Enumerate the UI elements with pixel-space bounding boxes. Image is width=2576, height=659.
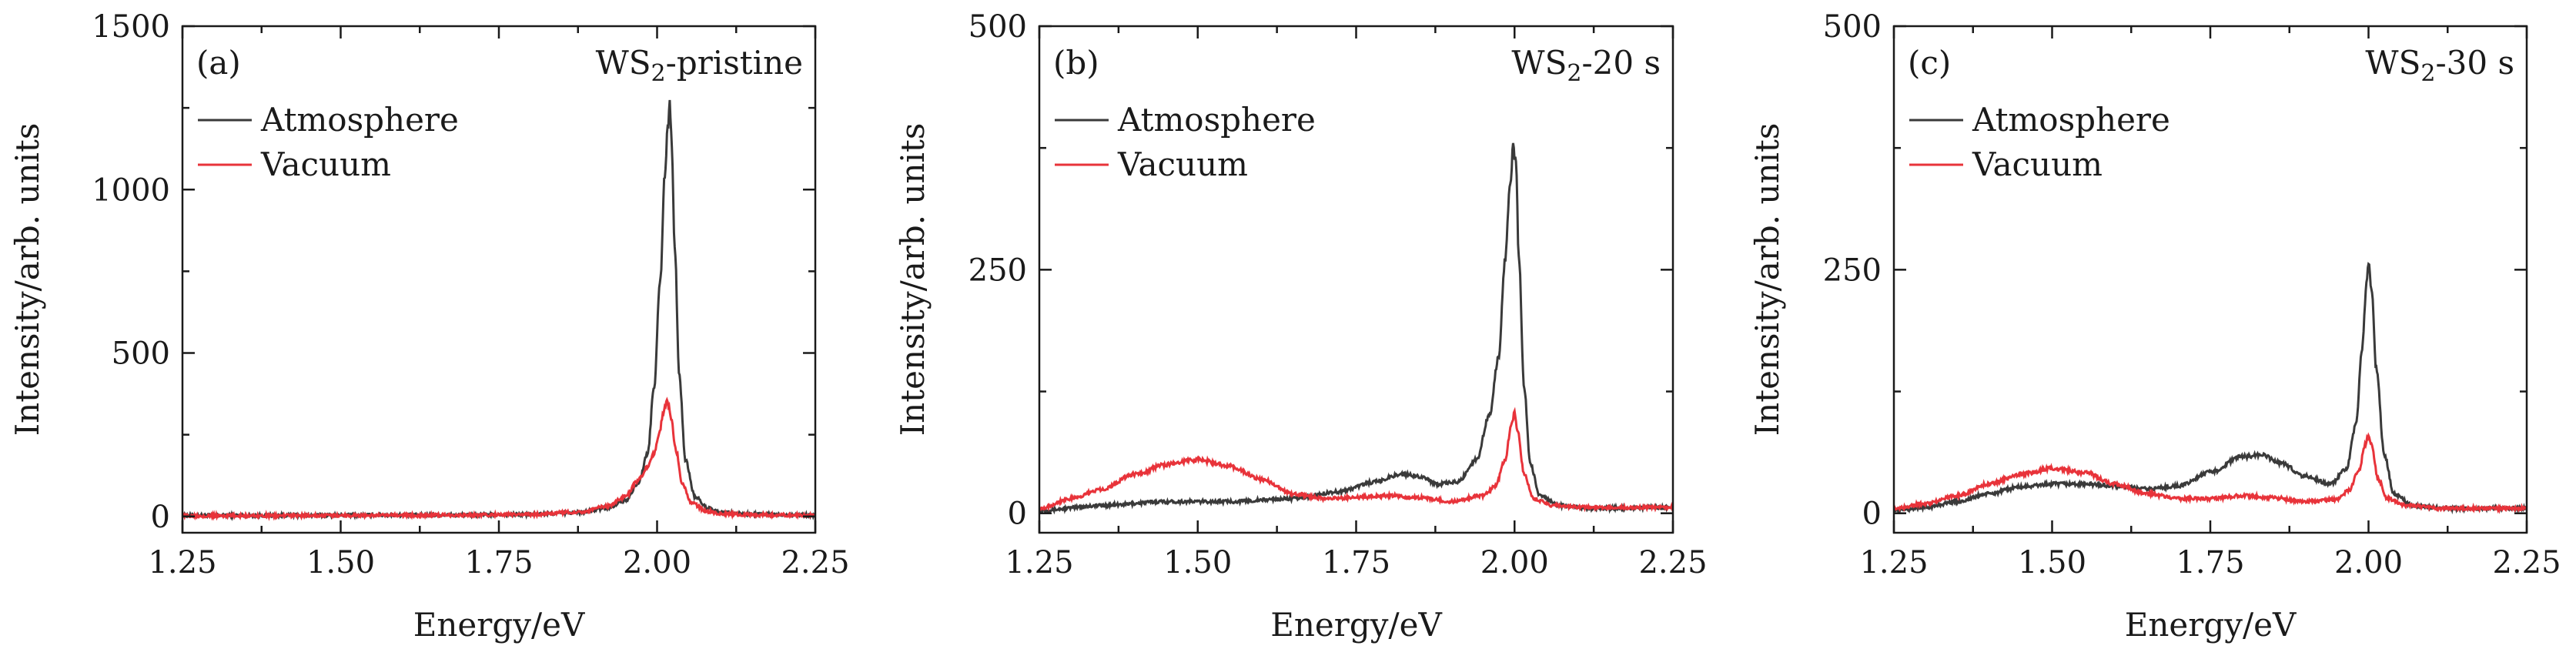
- panel-label: (a): [196, 44, 241, 82]
- sample-label-sub: 2: [2420, 60, 2435, 87]
- x-tick-label: 1.75: [464, 545, 533, 580]
- legend-label-atmosphere: Atmosphere: [260, 101, 459, 139]
- x-tick-label: 2.00: [1480, 545, 1549, 580]
- y-tick-label: 0: [151, 500, 170, 535]
- series-line-atmosphere: [1039, 142, 1673, 515]
- y-tick-label: 250: [969, 253, 1027, 288]
- panel-b: 1.25 1.50 1.75 2.00 2.25 0 250 500 Energy/eV Inte…: [894, 9, 1708, 644]
- x-tick-label: 1.75: [1322, 545, 1390, 580]
- sample-label-suffix: -20 s: [1581, 44, 1661, 82]
- x-tick-label: 2.25: [781, 545, 849, 580]
- legend-label-atmosphere: Atmosphere: [1117, 101, 1316, 139]
- x-tick-label: 2.25: [1638, 545, 1707, 580]
- x-tick-label: 2.25: [2492, 545, 2561, 580]
- sample-label-base: WS: [1511, 44, 1567, 82]
- y-tick-label: 1500: [92, 9, 170, 45]
- x-axis-label: Energy/eV: [2125, 606, 2297, 644]
- series-line-vacuum: [1894, 432, 2527, 514]
- y-tick-label: 250: [1823, 253, 1882, 288]
- legend-label-atmosphere: Atmosphere: [1972, 101, 2170, 139]
- sample-label-suffix: -pristine: [666, 44, 803, 82]
- x-axis-label: Energy/eV: [1270, 606, 1442, 644]
- panel-label: (c): [1908, 44, 1951, 82]
- y-tick-label: 500: [969, 9, 1027, 45]
- y-axis-label: Intensity/arb. units: [894, 123, 932, 437]
- series-line-vacuum: [1039, 406, 1673, 513]
- x-tick-label: 2.00: [623, 545, 691, 580]
- x-tick-label: 1.50: [2018, 545, 2086, 580]
- x-tick-label: 2.00: [2334, 545, 2403, 580]
- x-tick-label: 1.50: [1163, 545, 1232, 580]
- y-tick-label: 0: [1862, 497, 1882, 532]
- x-tick-label: 1.25: [1005, 545, 1073, 580]
- sample-label: WS2-30 s: [2365, 44, 2514, 87]
- legend-label-vacuum: Vacuum: [1117, 146, 1248, 183]
- y-tick-label: 500: [112, 336, 170, 372]
- sample-label-sub: 2: [651, 60, 666, 87]
- y-tick-label: 1000: [92, 172, 170, 208]
- y-axis-label: Intensity/arb. units: [1748, 123, 1786, 437]
- series-line-vacuum: [182, 396, 815, 522]
- panel-a: 1.25 1.50 1.75 2.00 2.25 0 500 1000 1500 Energy/e…: [8, 9, 850, 644]
- sample-label: WS2-20 s: [1511, 44, 1661, 87]
- x-tick-label: 1.50: [306, 545, 375, 580]
- y-axis-label: Intensity/arb. units: [8, 123, 46, 437]
- sample-label-base: WS: [2365, 44, 2420, 82]
- sample-label-sub: 2: [1567, 60, 1581, 87]
- sample-label-suffix: -30 s: [2435, 44, 2514, 82]
- x-tick-label: 1.25: [148, 545, 216, 580]
- panel-label: (b): [1053, 44, 1099, 82]
- x-tick-label: 1.75: [2176, 545, 2244, 580]
- series-line-atmosphere: [1894, 262, 2527, 515]
- sample-label: WS2-pristine: [596, 44, 803, 87]
- y-tick-label: 0: [1008, 497, 1027, 532]
- legend-label-vacuum: Vacuum: [260, 146, 391, 183]
- sample-label-base: WS: [596, 44, 651, 82]
- x-axis-label: Energy/eV: [413, 606, 585, 644]
- panel-c: 1.25 1.50 1.75 2.00 2.25 0 250 500 Energy/eV Inte…: [1748, 9, 2561, 644]
- legend-label-vacuum: Vacuum: [1972, 146, 2103, 183]
- x-tick-label: 1.25: [1859, 545, 1928, 580]
- y-tick-label: 500: [1823, 9, 1882, 45]
